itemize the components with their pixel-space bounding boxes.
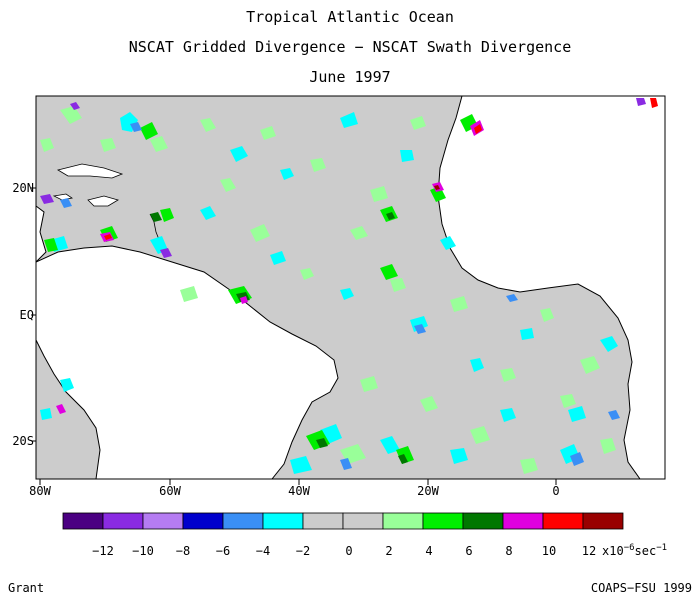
legend-swatch [262, 512, 304, 530]
lon-tick-0: 0 [552, 484, 559, 498]
hispaniola-island [87, 195, 119, 207]
light-green-patches [40, 106, 616, 474]
divergence-patches [40, 98, 658, 474]
map-title: Tropical Atlantic Ocean [246, 8, 454, 26]
legend-swatch [502, 512, 544, 530]
author-credit: Grant [8, 581, 45, 595]
africa-landmass [437, 96, 665, 479]
legend-label-m8: −8 [176, 544, 190, 558]
central-america-landmass [36, 205, 47, 263]
legend-swatch [222, 512, 264, 530]
latitude-axis: 20N EQ 20S [12, 181, 36, 448]
cyan-patches [40, 112, 618, 474]
lat-tick-eq: EQ [20, 308, 34, 322]
map-subtitle: NSCAT Gridded Divergence − NSCAT Swath D… [128, 38, 572, 56]
legend-label-4: 4 [425, 544, 432, 558]
legend-label-10: 10 [542, 544, 556, 558]
legend-swatch [342, 512, 384, 530]
south-america-landmass [36, 245, 339, 479]
purple-patches [40, 98, 646, 258]
legend-swatch [142, 512, 184, 530]
legend-swatch [62, 512, 104, 530]
magenta-red-patches [56, 98, 658, 414]
ocean-field [36, 96, 665, 479]
lon-tick-80w: 80W [29, 484, 51, 498]
legend-label-m2: −2 [296, 544, 310, 558]
legend-label-m10: −10 [132, 544, 154, 558]
legend-swatch [582, 512, 624, 530]
cuba-island [56, 163, 124, 179]
map-date: June 1997 [309, 68, 391, 86]
legend-label-m12: −12 [92, 544, 114, 558]
blue-patches [60, 122, 620, 470]
legend-label-6: 6 [465, 544, 472, 558]
map-frame [35, 95, 666, 480]
organization-credit: COAPS−FSU 1999 [590, 581, 692, 595]
legend-swatch [462, 512, 504, 530]
lon-tick-20w: 20W [417, 484, 439, 498]
legend-swatch [102, 512, 144, 530]
longitude-axis: 80W 60W 40W 20W 0 [29, 479, 560, 498]
legend-labels: −12 −10 −8 −6 −4 −2 0 2 4 6 8 10 12 x10−… [92, 543, 667, 558]
legend-swatch [542, 512, 584, 530]
legend-swatch [422, 512, 464, 530]
legend-label-12: 12 [582, 544, 596, 558]
color-legend: −12 −10 −8 −6 −4 −2 0 2 4 6 8 10 12 x10−… [62, 512, 667, 558]
lon-tick-40w: 40W [288, 484, 310, 498]
legend-label-0: 0 [345, 544, 352, 558]
lat-tick-20n: 20N [12, 181, 34, 195]
legend-swatches [62, 512, 624, 530]
legend-label-m6: −6 [216, 544, 230, 558]
legend-swatch [382, 512, 424, 530]
legend-label-2: 2 [385, 544, 392, 558]
legend-swatch [302, 512, 344, 530]
legend-label-8: 8 [505, 544, 512, 558]
legend-label-m4: −4 [256, 544, 270, 558]
lon-tick-60w: 60W [159, 484, 181, 498]
legend-unit: x10−6sec−1 [602, 543, 667, 558]
lat-tick-20s: 20S [12, 434, 34, 448]
legend-swatch [182, 512, 224, 530]
